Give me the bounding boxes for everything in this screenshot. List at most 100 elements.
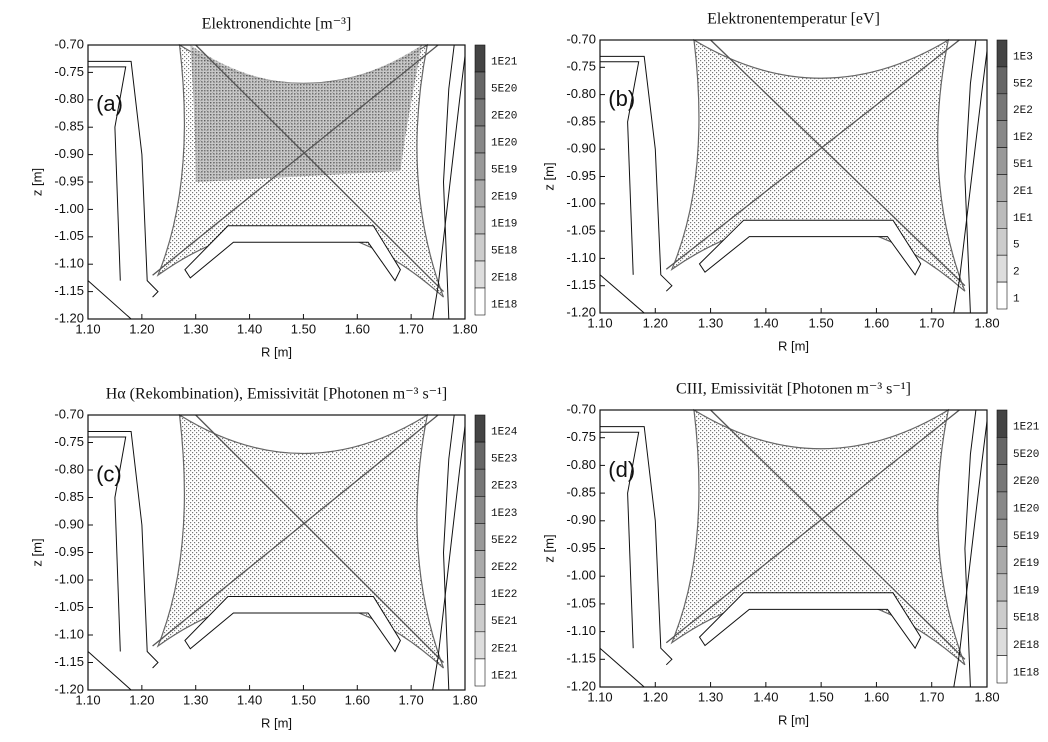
x-tick-label: 1.30 bbox=[698, 689, 723, 704]
colorbar-label: 5E18 bbox=[1013, 613, 1039, 625]
colorbar-label: 1E3 bbox=[1013, 51, 1033, 63]
colorbar-cell bbox=[996, 174, 1008, 202]
colorbar-label: 1E2 bbox=[1013, 132, 1033, 144]
x-tick-label: 1.80 bbox=[974, 315, 999, 330]
wall bbox=[87, 651, 132, 691]
wall bbox=[600, 55, 673, 292]
wall bbox=[442, 414, 455, 691]
colorbar-label: 5E2 bbox=[1013, 78, 1033, 90]
colorbar-cell bbox=[996, 436, 1008, 465]
wall bbox=[442, 44, 455, 320]
x-tick-label: 1.80 bbox=[452, 321, 477, 336]
colorbar-cell bbox=[474, 44, 486, 73]
colorbar-label: 5E22 bbox=[491, 535, 517, 547]
colorbar-cell bbox=[996, 39, 1008, 68]
separatrix bbox=[152, 44, 439, 276]
panel: 1.10 1.20 1.30 1.40 1.50 1.60 1.70 1.80 -0.70 -0.… bbox=[541, 11, 1033, 354]
colorbar-label: 1E22 bbox=[491, 589, 517, 601]
colorbar-label: 5E20 bbox=[491, 83, 517, 95]
y-tick-label: -0.90 bbox=[54, 516, 84, 531]
x-tick-label: 1.20 bbox=[643, 315, 668, 330]
colorbar-label: 2E20 bbox=[491, 110, 517, 122]
y-tick-label: -1.00 bbox=[566, 568, 596, 583]
wall bbox=[599, 274, 645, 314]
panel-label: (b) bbox=[608, 86, 635, 111]
separatrix bbox=[152, 414, 439, 647]
x-tick-label: 1.30 bbox=[183, 692, 208, 707]
wall bbox=[600, 431, 640, 649]
y-tick-label: -1.00 bbox=[566, 195, 596, 210]
y-axis-label: z [m] bbox=[29, 168, 44, 196]
wall bbox=[953, 50, 988, 314]
y-axis-label: z [m] bbox=[541, 534, 556, 562]
colorbar-cell bbox=[474, 179, 486, 208]
y-tick-label: -1.20 bbox=[566, 304, 596, 319]
panel: 1.10 1.20 1.30 1.40 1.50 1.60 1.70 1.80 -0.70 -0.… bbox=[29, 386, 517, 731]
wall bbox=[600, 426, 673, 666]
wall bbox=[432, 55, 466, 320]
colorbar-label: 1E24 bbox=[491, 426, 518, 438]
colorbar-cell bbox=[996, 546, 1008, 575]
y-tick-label: -0.80 bbox=[54, 91, 84, 106]
colorbar-label: 2E22 bbox=[491, 562, 517, 574]
y-tick-label: -0.70 bbox=[566, 401, 596, 416]
wall bbox=[599, 647, 645, 688]
y-tick-label: -1.10 bbox=[566, 623, 596, 638]
chart-title: Hα (Rekombination), Emissivität [Photone… bbox=[106, 386, 448, 403]
y-tick-label: -0.75 bbox=[566, 429, 596, 444]
colorbar-label: 1E18 bbox=[1013, 667, 1039, 679]
panel-label: (d) bbox=[608, 457, 635, 482]
colorbar-label: 5E20 bbox=[1013, 449, 1039, 461]
colorbar-label: 5E18 bbox=[491, 245, 517, 257]
colorbar-label: 1 bbox=[1013, 293, 1020, 305]
x-axis-label: R [m] bbox=[261, 715, 292, 730]
colorbar-label: 2E23 bbox=[491, 481, 517, 493]
colorbar-cell bbox=[474, 98, 486, 127]
y-tick-label: -0.70 bbox=[566, 31, 596, 46]
x-tick-label: 1.20 bbox=[643, 689, 668, 704]
x-tick-label: 1.60 bbox=[864, 315, 889, 330]
colorbar-cell bbox=[996, 655, 1008, 684]
y-tick-label: -1.00 bbox=[54, 571, 84, 586]
y-tick-label: -0.70 bbox=[54, 36, 84, 51]
colorbar-cell bbox=[474, 206, 486, 235]
colorbar-label: 2E18 bbox=[491, 272, 517, 284]
colorbar-label: 5E1 bbox=[1013, 159, 1033, 171]
x-tick-label: 1.40 bbox=[753, 315, 778, 330]
colorbar-label: 2E21 bbox=[491, 643, 518, 655]
divertor bbox=[698, 219, 922, 276]
colorbar-cell bbox=[996, 254, 1008, 283]
x-tick-label: 1.40 bbox=[237, 321, 262, 336]
x-tick-label: 1.70 bbox=[398, 321, 423, 336]
x-tick-label: 1.70 bbox=[919, 315, 944, 330]
separatrix bbox=[195, 414, 444, 663]
y-tick-label: -0.95 bbox=[566, 168, 596, 183]
colorbar-cell bbox=[996, 409, 1008, 438]
x-tick-label: 1.50 bbox=[808, 315, 833, 330]
y-tick-label: -0.85 bbox=[566, 113, 596, 128]
x-tick-label: 1.60 bbox=[345, 321, 370, 336]
y-tick-label: -0.75 bbox=[566, 59, 596, 74]
colorbar-cell bbox=[474, 523, 486, 551]
y-tick-label: -0.95 bbox=[54, 173, 84, 188]
y-tick-label: -0.90 bbox=[566, 141, 596, 156]
x-tick-label: 1.60 bbox=[864, 689, 889, 704]
y-tick-label: -0.70 bbox=[54, 406, 84, 421]
wall bbox=[432, 425, 466, 691]
colorbar-cell bbox=[474, 468, 486, 497]
colorbar-cell bbox=[996, 147, 1008, 175]
colorbar-label: 2E20 bbox=[1013, 476, 1039, 488]
x-tick-label: 1.40 bbox=[237, 692, 262, 707]
colorbar-label: 1E1 bbox=[1013, 213, 1033, 225]
separatrix bbox=[665, 39, 960, 270]
colorbar-label: 1E21 bbox=[491, 56, 518, 68]
y-axis-label: z [m] bbox=[541, 162, 556, 190]
separatrix bbox=[665, 409, 960, 644]
colorbar-cell bbox=[996, 573, 1008, 602]
colorbar-label: 1E20 bbox=[1013, 503, 1039, 515]
colorbar-label: 1E21 bbox=[491, 670, 518, 682]
separatrix bbox=[195, 44, 444, 293]
x-tick-label: 1.20 bbox=[129, 321, 154, 336]
colorbar-label: 2E1 bbox=[1013, 186, 1033, 198]
y-tick-label: -1.15 bbox=[54, 283, 84, 298]
